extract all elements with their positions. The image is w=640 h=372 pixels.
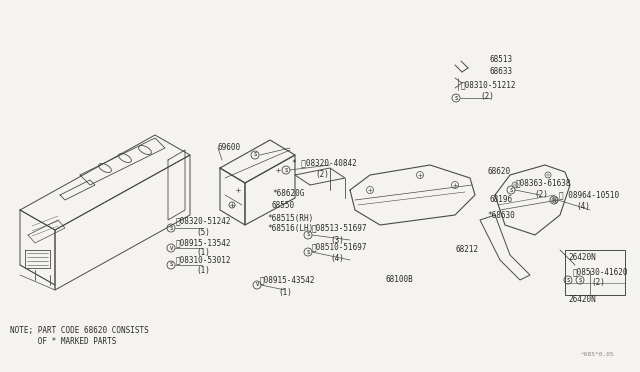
Text: ⓖ08915-43542: ⓖ08915-43542 — [260, 276, 316, 285]
Text: (2): (2) — [534, 189, 548, 199]
Text: (3): (3) — [330, 235, 344, 244]
Text: S: S — [284, 167, 287, 173]
Text: (1): (1) — [196, 248, 210, 257]
Text: S: S — [307, 250, 310, 254]
Text: *68515(RH): *68515(RH) — [267, 214, 313, 222]
Text: 68212: 68212 — [455, 246, 478, 254]
Text: Ⓢ08310-53012: Ⓢ08310-53012 — [176, 256, 232, 264]
Text: 26420N: 26420N — [568, 253, 596, 263]
Text: 68633: 68633 — [490, 67, 513, 77]
Text: 68620: 68620 — [488, 167, 511, 176]
Text: (2): (2) — [480, 93, 494, 102]
Text: S: S — [566, 278, 570, 282]
Text: NOTE; PART CODE 68620 CONSISTS: NOTE; PART CODE 68620 CONSISTS — [10, 326, 148, 334]
Text: Ⓢ08320-51242: Ⓢ08320-51242 — [176, 217, 232, 225]
Text: *68620G: *68620G — [272, 189, 305, 198]
Text: Ⓢ08363-61638: Ⓢ08363-61638 — [516, 179, 572, 187]
Text: (2): (2) — [591, 279, 605, 288]
Text: S: S — [253, 153, 257, 157]
Text: Ⓢ08510-51697: Ⓢ08510-51697 — [312, 243, 367, 251]
Text: *68630: *68630 — [487, 211, 515, 219]
Text: S: S — [579, 278, 582, 282]
Text: 26420N: 26420N — [568, 295, 596, 305]
Text: 69600: 69600 — [218, 144, 241, 153]
Text: (4): (4) — [576, 202, 590, 212]
Text: V: V — [170, 246, 173, 250]
Text: S: S — [454, 96, 458, 100]
Text: S: S — [307, 232, 310, 237]
Text: 68100B: 68100B — [385, 276, 413, 285]
Text: Ⓢ08513-51697: Ⓢ08513-51697 — [312, 224, 367, 232]
Text: S: S — [170, 263, 173, 267]
Text: *68516(LH): *68516(LH) — [267, 224, 313, 232]
Text: (2): (2) — [315, 170, 329, 180]
Text: S: S — [170, 225, 173, 231]
Text: N: N — [552, 198, 556, 202]
Text: 68196: 68196 — [490, 196, 513, 205]
Text: S: S — [509, 187, 513, 192]
Text: ⓖ08915-13542: ⓖ08915-13542 — [176, 238, 232, 247]
Text: ^685*0.05: ^685*0.05 — [581, 353, 615, 357]
Bar — [565, 250, 625, 295]
Text: (5): (5) — [196, 228, 210, 237]
Text: 68550: 68550 — [272, 201, 295, 209]
Text: Ⓢ08530-41620: Ⓢ08530-41620 — [573, 267, 628, 276]
Text: (1): (1) — [278, 288, 292, 296]
Text: 68513: 68513 — [490, 55, 513, 64]
Text: * Ⓢ08320-40842: * Ⓢ08320-40842 — [292, 158, 356, 167]
Text: (1): (1) — [196, 266, 210, 275]
Text: Ⓝ 08964-10510: Ⓝ 08964-10510 — [559, 190, 619, 199]
Text: (4): (4) — [330, 253, 344, 263]
Text: Ⓢ08310-51212: Ⓢ08310-51212 — [461, 80, 516, 90]
Text: OF * MARKED PARTS: OF * MARKED PARTS — [10, 337, 116, 346]
Text: V: V — [255, 282, 259, 288]
